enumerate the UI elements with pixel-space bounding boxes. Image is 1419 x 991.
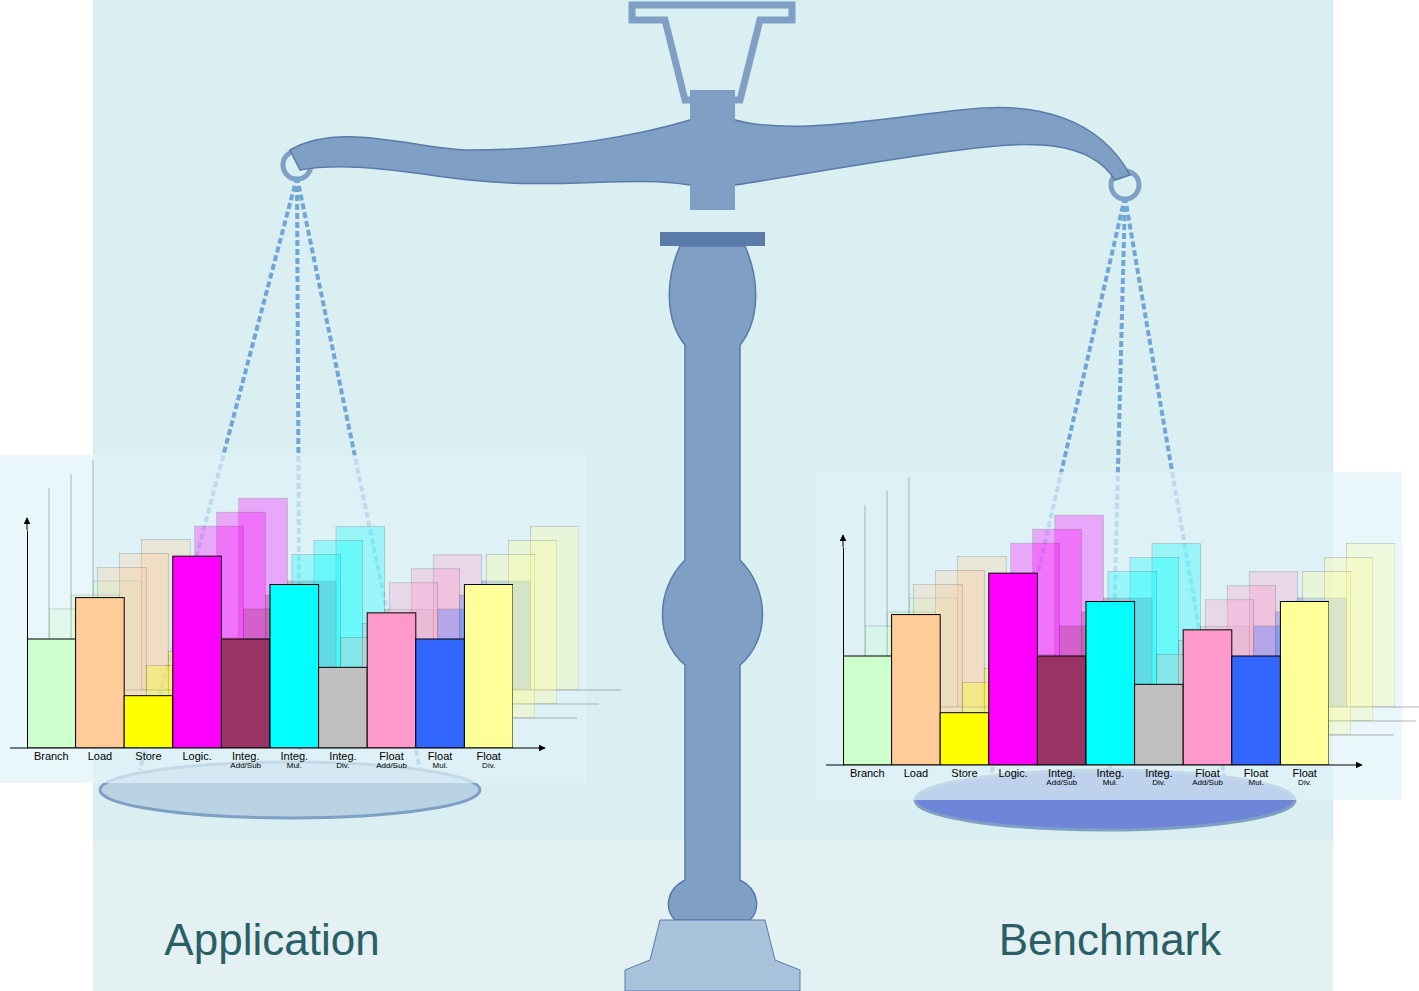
bar bbox=[319, 667, 368, 748]
y-axis-arrow bbox=[27, 518, 28, 530]
x-tick-label: Logic. bbox=[998, 767, 1027, 779]
x-tick-label: FloatAdd/Sub bbox=[376, 750, 407, 770]
bar bbox=[416, 639, 465, 748]
bar bbox=[989, 573, 1038, 765]
x-tick-label: Store bbox=[135, 750, 161, 762]
x-tick: FloatMul. bbox=[1244, 767, 1268, 787]
x-tick-label: FloatDiv. bbox=[1292, 767, 1316, 787]
x-tick: Logic. bbox=[182, 750, 211, 762]
x-tick-label: Integ.Add/Sub bbox=[230, 750, 261, 770]
bar bbox=[76, 598, 125, 748]
x-tick: Load bbox=[88, 750, 112, 762]
bar bbox=[464, 585, 513, 749]
bar bbox=[892, 615, 941, 765]
bar bbox=[27, 639, 76, 748]
x-tick-label: Integ.Div. bbox=[1145, 767, 1173, 787]
x-tick: Integ.Mul. bbox=[281, 750, 309, 770]
x-tick-label: FloatAdd/Sub bbox=[1192, 767, 1223, 787]
bar bbox=[1135, 684, 1184, 765]
x-tick: Integ.Div. bbox=[1145, 767, 1173, 787]
bar bbox=[940, 713, 989, 765]
x-axis-line bbox=[10, 748, 545, 749]
x-tick: Branch bbox=[34, 750, 69, 762]
bar bbox=[1183, 630, 1232, 765]
x-tick-label: Integ.Div. bbox=[329, 750, 357, 770]
beam-crown bbox=[632, 5, 792, 100]
x-tick-label: Branch bbox=[34, 750, 69, 762]
x-tick: Integ.Add/Sub bbox=[1046, 767, 1077, 787]
bar bbox=[1086, 602, 1135, 766]
x-axis-line bbox=[826, 765, 1362, 766]
x-tick-label: FloatMul. bbox=[428, 750, 452, 770]
y-axis bbox=[27, 531, 28, 749]
y-axis-arrow bbox=[843, 535, 844, 547]
bar bbox=[173, 556, 222, 748]
x-tick-label: Load bbox=[904, 767, 928, 779]
x-tick-label: FloatMul. bbox=[1244, 767, 1268, 787]
x-tick-label: Integ.Mul. bbox=[1097, 767, 1125, 787]
base bbox=[625, 920, 800, 991]
x-tick: Branch bbox=[850, 767, 885, 779]
x-tick-label: FloatDiv. bbox=[476, 750, 500, 770]
x-tick-label: Integ.Add/Sub bbox=[1046, 767, 1077, 787]
bars bbox=[27, 556, 513, 748]
bar bbox=[270, 585, 319, 749]
x-tick: Logic. bbox=[998, 767, 1027, 779]
canvas: Branch Load Store Logic. Integ.Add/Sub Integ.… bbox=[0, 0, 1419, 991]
x-tick-label: Branch bbox=[850, 767, 885, 779]
x-tick: Load bbox=[904, 767, 928, 779]
x-tick: Store bbox=[135, 750, 161, 762]
x-tick: FloatDiv. bbox=[1292, 767, 1316, 787]
chart-title: Application bbox=[164, 915, 379, 964]
bar-chart: Branch Load Store Logic. Integ.Add/Sub Integ.… bbox=[0, 455, 621, 783]
bars bbox=[843, 573, 1329, 765]
bar bbox=[367, 613, 416, 748]
x-tick-label: Store bbox=[951, 767, 977, 779]
x-tick-label: Load bbox=[88, 750, 112, 762]
x-tick-label: Logic. bbox=[182, 750, 211, 762]
bar bbox=[124, 696, 173, 748]
bar bbox=[1280, 602, 1329, 766]
bar bbox=[843, 656, 892, 765]
bar bbox=[221, 639, 270, 748]
x-tick: FloatAdd/Sub bbox=[1192, 767, 1223, 787]
bar bbox=[1232, 656, 1281, 765]
chart-title: Benchmark bbox=[999, 915, 1223, 964]
y-axis-line bbox=[843, 548, 844, 766]
x-tick: Integ.Div. bbox=[329, 750, 357, 770]
pillar bbox=[663, 246, 763, 920]
x-tick: Integ.Mul. bbox=[1097, 767, 1125, 787]
y-axis bbox=[843, 548, 844, 766]
collar bbox=[660, 232, 765, 246]
x-tick-label: Integ.Mul. bbox=[281, 750, 309, 770]
chart-panel bbox=[0, 455, 586, 783]
x-axis: Branch Load Store Logic. Integ.Add/Sub Integ.… bbox=[10, 748, 545, 770]
x-axis: Branch Load Store Logic. Integ.Add/Sub Integ.… bbox=[826, 765, 1362, 787]
bar bbox=[1037, 656, 1086, 765]
x-tick: FloatAdd/Sub bbox=[376, 750, 407, 770]
pivot bbox=[690, 90, 735, 210]
chart-panel bbox=[816, 472, 1402, 800]
x-tick: Store bbox=[951, 767, 977, 779]
y-axis-line bbox=[27, 531, 28, 749]
x-tick: Integ.Add/Sub bbox=[230, 750, 261, 770]
bar-chart: Branch Load Store Logic. Integ.Add/Sub Integ.… bbox=[816, 472, 1419, 800]
x-tick: FloatMul. bbox=[428, 750, 452, 770]
x-tick: FloatDiv. bbox=[476, 750, 500, 770]
